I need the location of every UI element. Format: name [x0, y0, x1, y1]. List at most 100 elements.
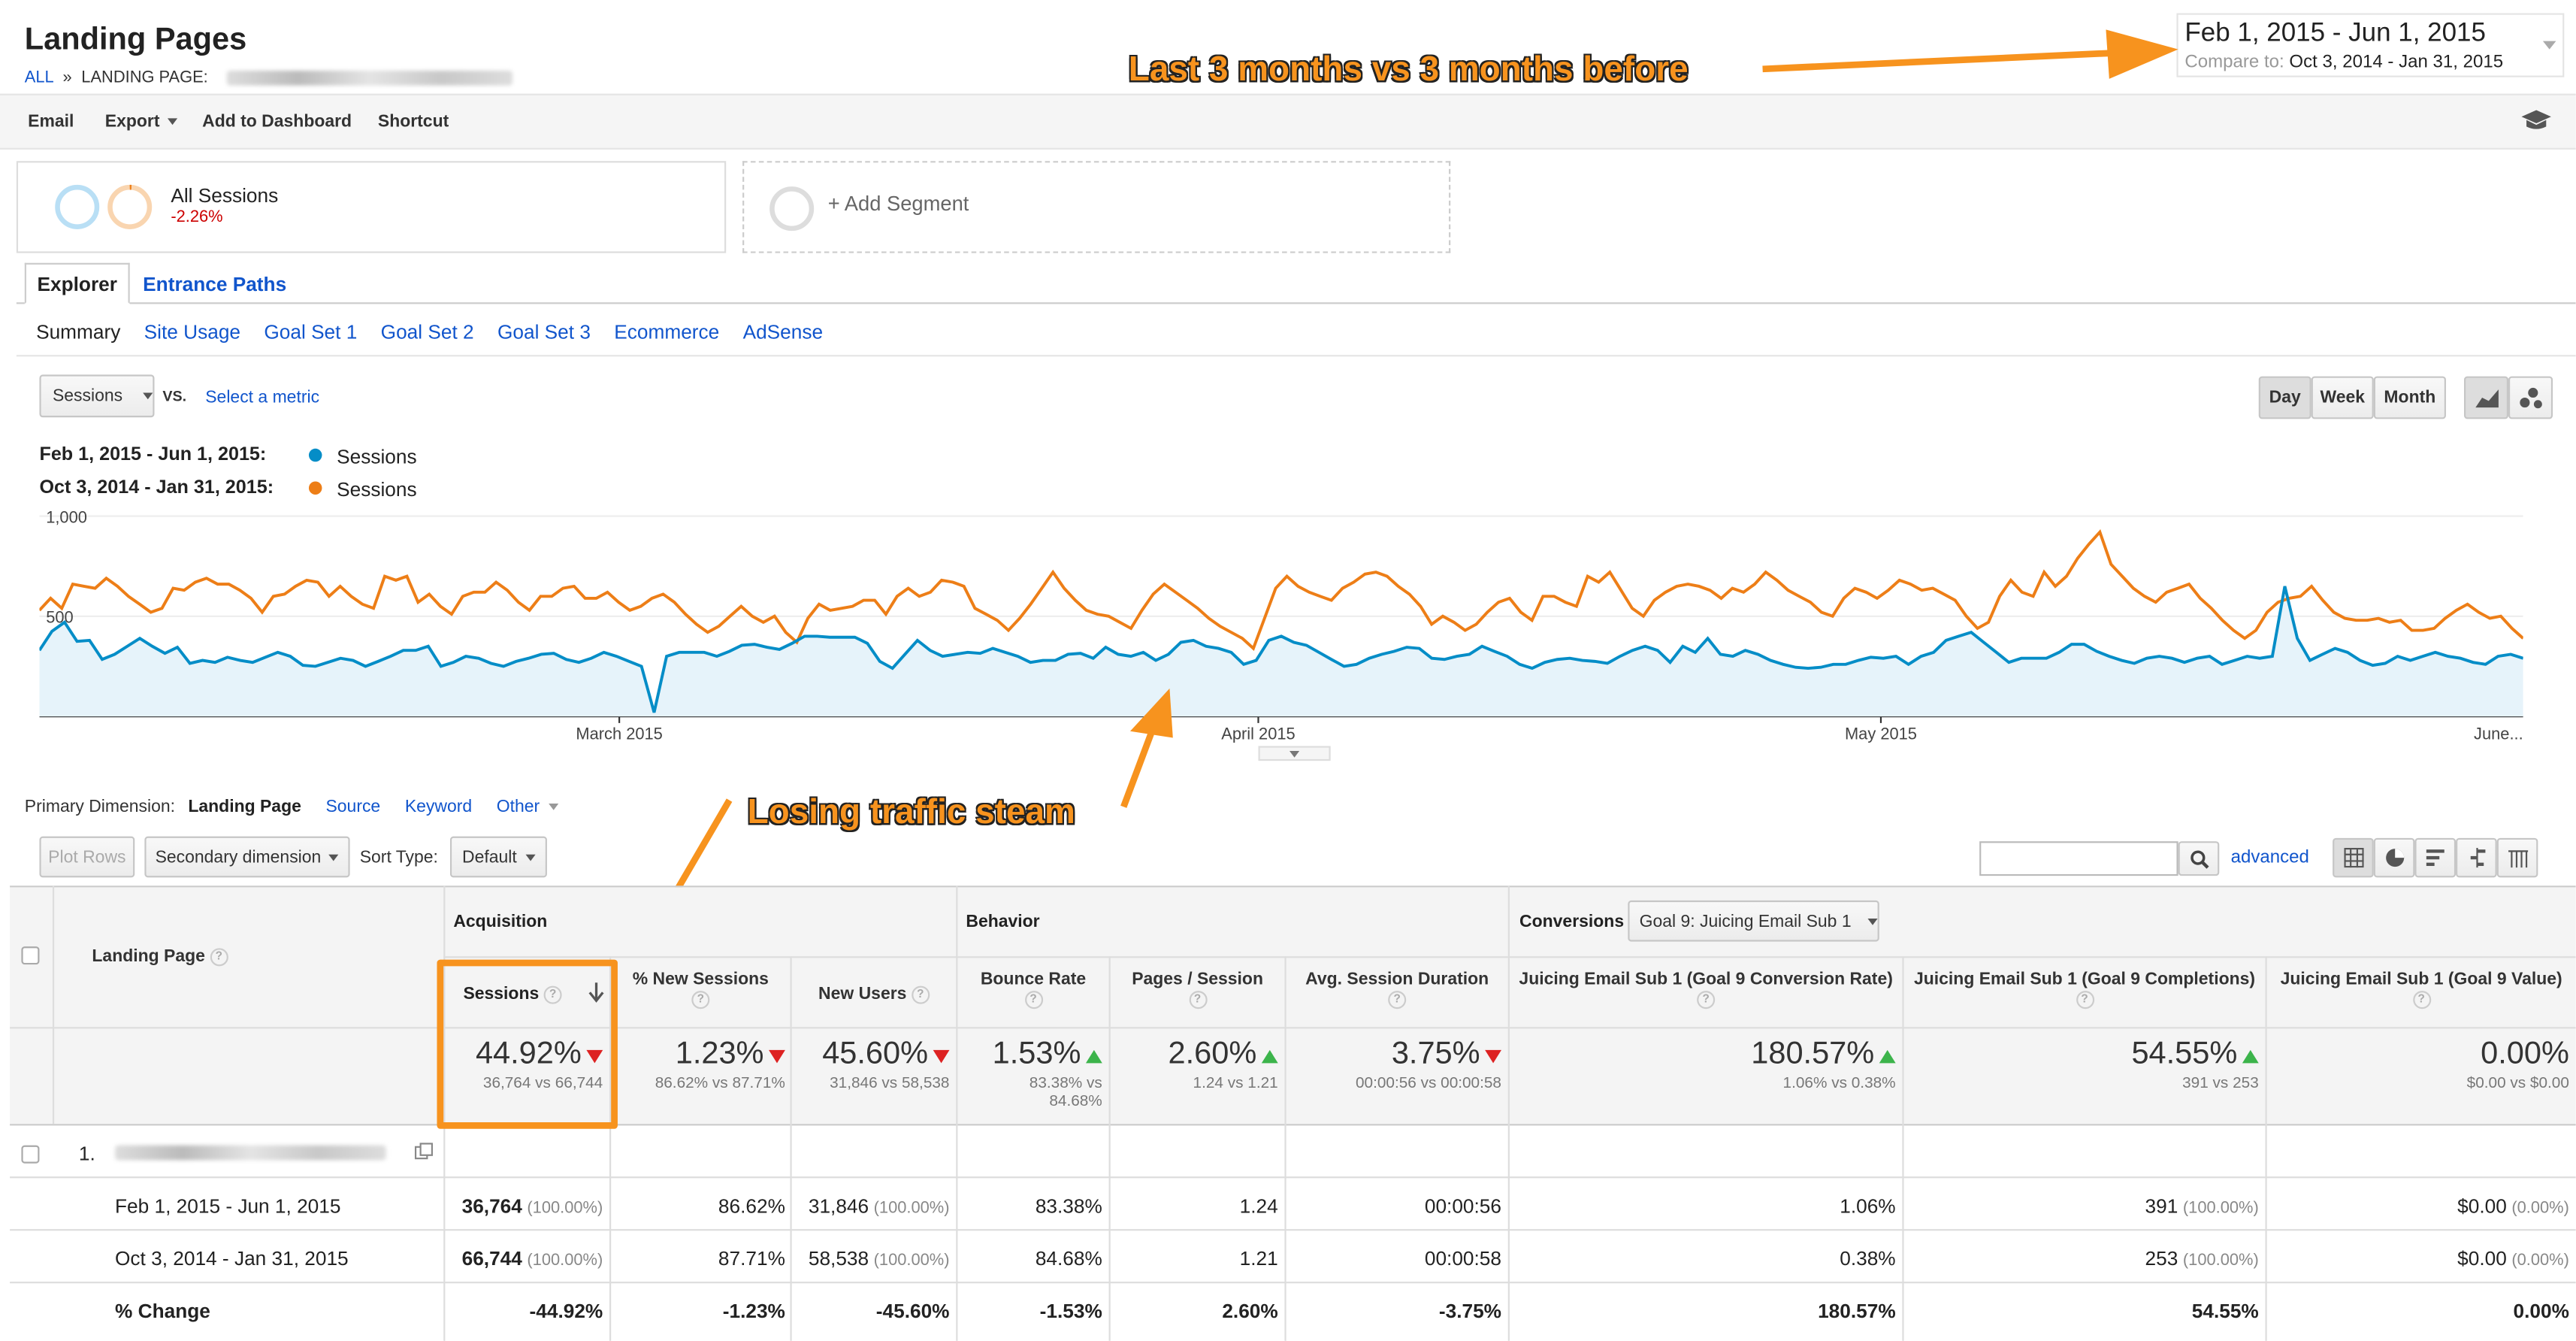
shortcut-button[interactable]: Shortcut — [377, 111, 449, 132]
dim-header[interactable]: Landing Page ? — [92, 946, 228, 966]
comparison-view-button[interactable] — [2456, 837, 2497, 878]
chart-type-group — [2464, 376, 2553, 419]
col-header-new-sessions[interactable]: % New Sessions? — [611, 970, 790, 1009]
vs-label: VS. — [162, 387, 187, 404]
series-fill-current — [39, 586, 2523, 717]
export-button[interactable]: Export — [105, 112, 178, 132]
total-comparison: 00:00:56 vs 00:00:58 — [1355, 1074, 1502, 1093]
table-cell: 83.38% — [1035, 1194, 1102, 1218]
row-divider-3 — [10, 1282, 2576, 1284]
total-change: 0.00% — [2481, 1037, 2569, 1072]
tab-entrance-paths[interactable]: Entrance Paths — [143, 272, 287, 296]
dimension-other[interactable]: Other — [497, 797, 558, 816]
col-divider — [1284, 956, 1286, 1341]
breadcrumb: ALL » LANDING PAGE: — [25, 69, 208, 87]
subtab-adsense[interactable]: AdSense — [742, 320, 824, 344]
line-chart-button[interactable] — [2464, 376, 2509, 419]
col-divider — [443, 885, 446, 1341]
subtab-goal-set-1[interactable]: Goal Set 1 — [264, 320, 358, 344]
month-button[interactable]: Month — [2373, 376, 2446, 419]
dimension-keyword[interactable]: Keyword — [404, 797, 473, 817]
week-button[interactable]: Week — [2311, 376, 2374, 419]
subtab-site-usage[interactable]: Site Usage — [144, 320, 241, 344]
annotation-top: Last 3 months vs 3 months before — [1128, 50, 1689, 89]
external-link-icon[interactable] — [414, 1142, 434, 1161]
bar-view-button[interactable] — [2414, 837, 2457, 878]
group-acquisition: Acquisition — [453, 912, 548, 932]
add-to-dashboard-button[interactable]: Add to Dashboard — [202, 111, 352, 132]
compare-range: Oct 3, 2014 - Jan 31, 2015 — [2289, 52, 2504, 73]
row-checkbox[interactable] — [21, 1145, 40, 1164]
pivot-view-button[interactable] — [2496, 837, 2538, 878]
date-range-picker[interactable]: Feb 1, 2015 - Jun 1, 2015 Compare to: Oc… — [2176, 13, 2565, 77]
dimension-source[interactable]: Source — [325, 797, 381, 817]
pie-view-button[interactable] — [2373, 837, 2415, 878]
breadcrumb-label: LANDING PAGE: — [81, 68, 208, 87]
row-label: Oct 3, 2014 - Jan 31, 2015 — [115, 1247, 349, 1270]
add-segment-button[interactable]: + Add Segment — [742, 161, 1451, 253]
table-cell: -44.92% — [529, 1300, 603, 1323]
series-line-previous — [39, 529, 2523, 652]
line-chart-icon — [2475, 389, 2498, 408]
day-button[interactable]: Day — [2258, 376, 2311, 419]
tabs-divider — [16, 302, 2576, 304]
motion-chart-button[interactable] — [2508, 376, 2553, 419]
plot-rows-button[interactable]: Plot Rows — [39, 836, 135, 878]
y-tick-label: 1,000 — [46, 507, 87, 526]
table-cell: 86.62% — [718, 1194, 785, 1218]
email-button[interactable]: Email — [28, 111, 74, 132]
bubble-chart-icon — [2519, 387, 2541, 409]
sort-arrow-down-icon[interactable] — [588, 981, 605, 1004]
search-button[interactable] — [2178, 841, 2220, 876]
legend-range-1: Feb 1, 2015 - Jun 1, 2015: — [39, 445, 267, 465]
table-search-input[interactable] — [1979, 841, 2178, 876]
breadcrumb-all-link[interactable]: ALL — [24, 68, 53, 87]
redacted-landing-page — [115, 1145, 386, 1161]
legend-dot-orange — [308, 481, 322, 495]
secondary-dimension-select[interactable]: Secondary dimension — [144, 836, 350, 878]
metric-select[interactable]: Sessions — [39, 374, 155, 418]
header-divider — [443, 956, 2576, 958]
table-view-button[interactable] — [2333, 837, 2374, 878]
table-cell: 66,744 (100.00%) — [461, 1247, 603, 1270]
col-header-avg-duration[interactable]: Avg. Session Duration? — [1286, 970, 1508, 1009]
sort-type-select[interactable]: Default — [449, 836, 547, 878]
subtab-goal-set-3[interactable]: Goal Set 3 — [497, 320, 591, 344]
subtab-goal-set-2[interactable]: Goal Set 2 — [380, 320, 474, 344]
table-cell: -45.60% — [875, 1300, 950, 1323]
col-header-new-users[interactable]: New Users ? — [792, 984, 957, 1004]
chart-resize-handle[interactable] — [1258, 746, 1331, 761]
graduation-cap-icon[interactable] — [2520, 108, 2553, 132]
select-all-checkbox[interactable] — [21, 946, 40, 965]
goal-select[interactable]: Goal 9: Juicing Email Sub 1 — [1628, 900, 1879, 942]
col-header-goal-value[interactable]: Juicing Email Sub 1 (Goal 9 Value)? — [2267, 970, 2576, 1009]
col-header-goal-completions[interactable]: Juicing Email Sub 1 (Goal 9 Completions)… — [1904, 970, 2266, 1009]
legend-dot-blue — [308, 448, 322, 462]
compare-label: Compare to: — [2184, 52, 2284, 73]
table-cell: 00:00:56 — [1424, 1194, 1502, 1218]
dimension-landing-page[interactable]: Landing Page — [188, 797, 301, 817]
col-header-bounce-rate[interactable]: Bounce Rate? — [957, 970, 1108, 1009]
subtab-ecommerce[interactable]: Ecommerce — [614, 320, 720, 344]
segment-all-sessions[interactable]: All Sessions -2.26% — [16, 161, 727, 253]
table-cell: 253 (100.00%) — [2145, 1247, 2259, 1270]
arrow-down-icon — [586, 1049, 603, 1064]
total-comparison: 391 vs 253 — [2182, 1074, 2259, 1093]
segment-name: All Sessions — [171, 183, 279, 207]
arrow-up-icon — [1879, 1049, 1896, 1064]
segment-placeholder-icon — [769, 186, 815, 232]
tab-explorer[interactable]: Explorer — [24, 262, 130, 304]
add-segment-label: + Add Segment — [827, 192, 969, 216]
col-header-pages-session[interactable]: Pages / Session? — [1111, 970, 1285, 1009]
group-behavior: Behavior — [966, 912, 1040, 932]
col-header-goal-conv-rate[interactable]: Juicing Email Sub 1 (Goal 9 Conversion R… — [1510, 970, 1902, 1009]
col-header-sessions[interactable]: Sessions ? — [463, 984, 562, 1004]
table-cell: $0.00 (0.00%) — [2457, 1247, 2569, 1270]
select-metric-link[interactable]: Select a metric — [205, 387, 320, 408]
subtab-summary[interactable]: Summary — [36, 320, 121, 344]
advanced-link[interactable]: advanced — [2230, 847, 2309, 868]
arrow-down-icon — [933, 1049, 950, 1064]
x-tick-label: March 2015 — [576, 725, 662, 743]
sessions-highlight — [437, 959, 618, 1129]
